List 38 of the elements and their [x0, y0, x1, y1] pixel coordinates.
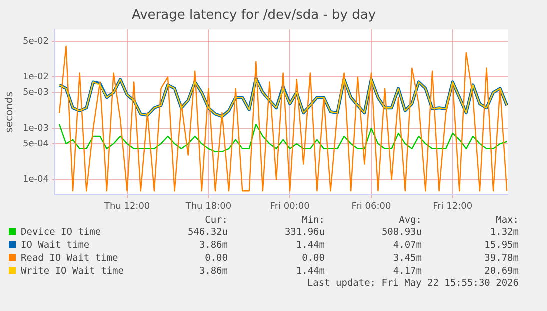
text: 3.86m	[198, 265, 229, 278]
chart-title: Average latency for /dev/sda - by day	[132, 8, 376, 24]
y-tick-label: 5e-04	[22, 139, 50, 150]
y-tick-label: 5e-02	[22, 36, 49, 47]
legend-label: IO Wait time	[20, 239, 91, 252]
text: Last update: Fri May 22 15:55:30 2026	[306, 278, 520, 289]
x-tick-label: Thu 18:00	[184, 202, 232, 212]
text: Cur:	[204, 215, 229, 226]
text: Max:	[495, 215, 520, 226]
text: 508.93u	[380, 226, 423, 239]
text: 3.45m	[392, 252, 423, 265]
text: 1.32m	[489, 226, 520, 239]
y-tick-label: 5e-03	[22, 88, 49, 98]
text: Min:	[301, 215, 326, 226]
legend-label: Read IO Wait time	[20, 252, 120, 265]
text: 0.00	[204, 252, 229, 265]
y-tick-label: 1e-03	[22, 124, 49, 134]
text: 3.86m	[198, 239, 229, 252]
x-tick-label: Fri 00:00	[270, 202, 310, 212]
text: 1.44m	[295, 265, 326, 278]
text: Avg:	[398, 215, 423, 226]
legend-label: Device IO time	[20, 226, 102, 239]
text: 15.95m	[484, 239, 520, 252]
text: 1.44m	[295, 239, 326, 252]
y-axis-title: seconds	[4, 92, 16, 133]
text: 39.78m	[484, 252, 520, 265]
y-tick-label: 1e-02	[22, 72, 49, 83]
x-tick-label: Thu 12:00	[103, 202, 150, 212]
x-tick-label: Fri 06:00	[352, 202, 392, 212]
y-tick-label: 1e-04	[22, 175, 50, 186]
text: 0.00	[301, 252, 326, 265]
text: 331.96u	[284, 226, 326, 239]
text: 20.69m	[484, 265, 520, 278]
text: 546.32u	[186, 226, 229, 239]
text: 4.17m	[392, 265, 423, 278]
legend-label: Write IO Wait time	[20, 265, 125, 278]
text: 4.07m	[392, 239, 423, 252]
x-tick-label: Fri 12:00	[433, 202, 473, 212]
